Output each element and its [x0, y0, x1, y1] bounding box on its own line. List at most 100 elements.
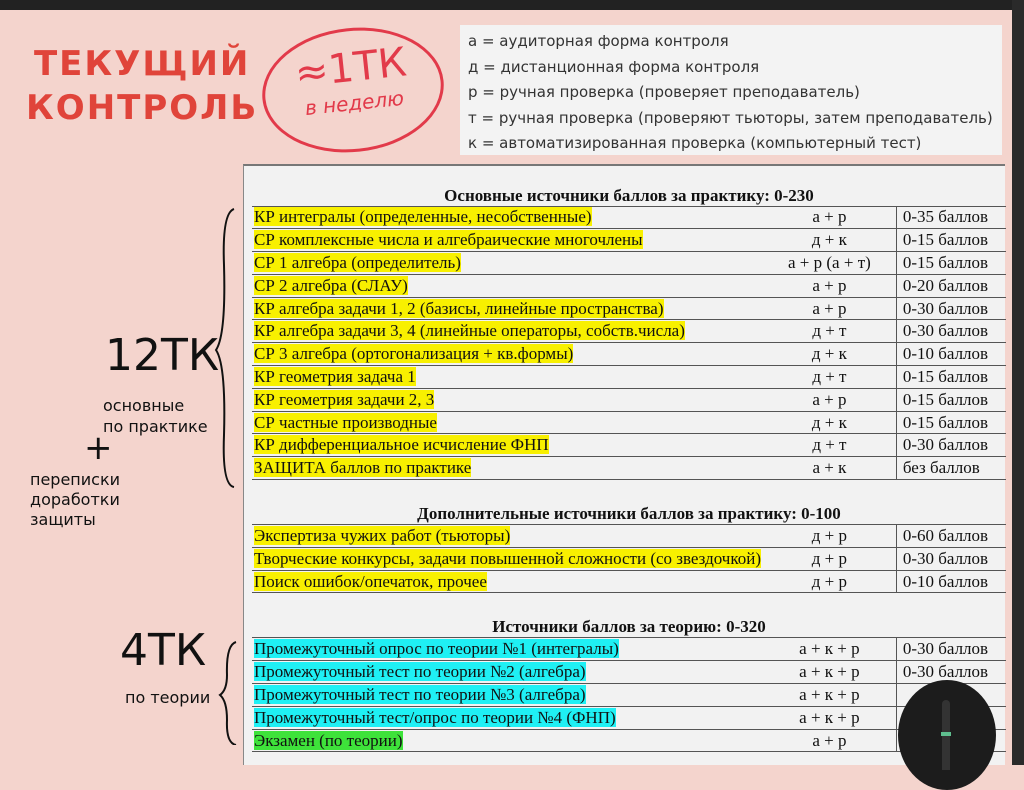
points-cell: 0-35 баллов: [895, 206, 1006, 230]
form-cell: а + к + р: [763, 706, 897, 730]
annotation-text: защиты: [30, 510, 96, 529]
table-row: Промежуточный тест по теории №3 (алгебра…: [252, 683, 1006, 707]
points-cell: 0-30 баллов: [895, 319, 1006, 344]
form-cell: д + т: [763, 365, 897, 389]
form-cell: а + к: [763, 456, 897, 481]
table-row: Творческие конкурсы, задачи повышенной с…: [252, 547, 1006, 571]
title-line-1: ТЕКУЩИЙ: [33, 44, 251, 84]
table-row: КР алгебра задачи 1, 2 (базисы, линейные…: [252, 297, 1006, 321]
table-row: КР интегралы (определенные, несобственны…: [252, 206, 1006, 230]
section-header-row: Дополнительные источники баллов за практ…: [252, 479, 1006, 526]
source-name: КР интегралы (определенные, несобственны…: [254, 207, 592, 227]
source-name: СР частные производные: [254, 412, 437, 432]
brace-icon: [214, 208, 237, 745]
points-cell: 0-30 баллов: [895, 433, 1006, 458]
source-cell: Поиск ошибок/опечаток, прочее: [252, 570, 763, 594]
table-row: СР частные производные д + к 0-15 баллов: [252, 411, 1006, 435]
annotation-theory-count: 4ТК: [120, 625, 207, 676]
annotation-text: основные: [103, 396, 185, 415]
points-cell: 0-10 баллов: [895, 342, 1006, 367]
section-header: Источники баллов за теорию: 0-320: [252, 592, 1006, 639]
table-row: Экспертиза чужих работ (тьюторы) д + р 0-6…: [252, 524, 1006, 548]
section-header-row: Источники баллов за теорию: 0-320: [252, 592, 1006, 639]
legend-item: к = автоматизированная проверка (компьют…: [468, 134, 922, 152]
form-cell: а + р: [763, 729, 897, 753]
points-cell: 0-30 баллов: [895, 637, 1006, 662]
pen-tool-button[interactable]: [898, 680, 996, 790]
form-cell: а + р: [763, 297, 897, 321]
points-cell: 0-30 баллов: [895, 547, 1006, 571]
points-cell: 0-60 баллов: [895, 524, 1006, 548]
source-name: Экспертиза чужих работ (тьюторы): [254, 525, 511, 545]
source-cell: КР геометрия задача 1: [252, 365, 763, 389]
form-cell: д + т: [763, 433, 897, 458]
form-cell: а + к + р: [763, 683, 897, 707]
right-edge: [1012, 0, 1024, 765]
source-cell: СР 2 алгебра (СЛАУ): [252, 274, 763, 298]
annotation-text: по практике: [103, 417, 208, 436]
source-cell: Промежуточный тест/опрос по теории №4 (Ф…: [252, 706, 763, 730]
source-cell: СР 1 алгебра (определитель): [252, 251, 763, 275]
source-cell: КР дифференциальное исчисление ФНП: [252, 433, 763, 458]
source-cell: КР алгебра задачи 1, 2 (базисы, линейные…: [252, 297, 763, 321]
source-name: Промежуточный тест/опрос по теории №4 (Ф…: [254, 707, 616, 727]
points-cell: 0-15 баллов: [895, 251, 1006, 275]
points-cell: 0-15 баллов: [895, 365, 1006, 389]
form-cell: д + к: [763, 411, 897, 435]
source-cell: КР алгебра задачи 3, 4 (линейные операто…: [252, 319, 763, 344]
source-name: Экзамен (по теории): [254, 730, 403, 750]
points-cell: 0-20 баллов: [895, 274, 1006, 298]
circled-note: ≈1ТК в неделю: [256, 18, 450, 162]
source-name: Творческие конкурсы, задачи повышенной с…: [254, 548, 761, 568]
legend-item: д = дистанционная форма контроля: [468, 57, 760, 76]
annotation-practice-count: 12ТК: [105, 330, 220, 381]
table-row: СР 3 алгебра (ортогонализация + кв.формы…: [252, 342, 1006, 367]
form-cell: а + р (а + т): [763, 251, 897, 275]
form-cell: а + к + р: [763, 660, 897, 685]
source-name: СР 1 алгебра (определитель): [254, 252, 461, 272]
pen-band: [941, 732, 951, 736]
points-cell: 0-15 баллов: [895, 411, 1006, 435]
points-table: Основные источники баллов за практику: 0…: [252, 180, 1006, 753]
slide-title: ТЕКУЩИЙ КОНТРОЛЬ: [26, 42, 258, 130]
table-row: Поиск ошибок/опечаток, прочее д + р 0-10 б…: [252, 570, 1006, 594]
form-cell: а + р: [763, 388, 897, 412]
table-row: КР геометрия задачи 2, 3 а + р 0-15 баллов: [252, 388, 1006, 412]
legend-box: а = аудиторная форма контроля д = дистан…: [460, 25, 1002, 155]
source-cell: ЗАЩИТА баллов по практике: [252, 456, 763, 481]
legend-item: т = ручная проверка (проверяют тьюторы, …: [468, 108, 993, 127]
title-line-2: КОНТРОЛЬ: [26, 88, 259, 128]
points-cell: 0-30 баллов: [895, 297, 1006, 321]
table-row: СР комплексные числа и алгебраические мн…: [252, 228, 1006, 253]
form-cell: д + р: [763, 547, 897, 571]
legend-item: р = ручная проверка (проверяет преподава…: [468, 83, 860, 101]
source-name: КР алгебра задачи 1, 2 (базисы, линейные…: [254, 298, 664, 318]
source-cell: КР геометрия задачи 2, 3: [252, 388, 763, 412]
source-name: КР дифференциальное исчисление ФНП: [254, 435, 549, 455]
source-cell: СР частные производные: [252, 411, 763, 435]
points-cell: без баллов: [895, 456, 1006, 481]
source-cell: Экспертиза чужих работ (тьюторы): [252, 524, 763, 548]
source-name: Промежуточный опрос по теории №1 (интегр…: [254, 639, 619, 659]
source-cell: Творческие конкурсы, задачи повышенной с…: [252, 547, 763, 571]
annotation-text: переписки: [30, 470, 121, 489]
table-row: Промежуточный тест по теории №2 (алгебра…: [252, 660, 1006, 685]
source-name: Поиск ошибок/опечаток, прочее: [254, 571, 487, 591]
points-table-sheet: Основные источники баллов за практику: 0…: [243, 164, 1006, 765]
source-cell: Промежуточный тест по теории №2 (алгебра…: [252, 660, 763, 685]
source-name: КР геометрия задачи 2, 3: [254, 389, 435, 409]
annotation-plus: +: [84, 428, 113, 468]
table-row: КР геометрия задача 1 д + т 0-15 баллов: [252, 365, 1006, 389]
points-cell: 0-15 баллов: [895, 388, 1006, 412]
source-name: КР геометрия задача 1: [254, 366, 416, 386]
table-row: СР 2 алгебра (СЛАУ) а + р 0-20 баллов: [252, 274, 1006, 298]
form-cell: д + р: [763, 524, 897, 548]
top-bar: [0, 0, 1024, 10]
annotation-text: по теории: [125, 688, 211, 707]
table-row: СР 1 алгебра (определитель) а + р (а + т)…: [252, 251, 1006, 275]
source-cell: Экзамен (по теории): [252, 729, 763, 753]
points-cell: 0-15 баллов: [895, 228, 1006, 253]
source-cell: СР комплексные числа и алгебраические мн…: [252, 228, 763, 253]
source-name: Промежуточный тест по теории №3 (алгебра…: [254, 684, 586, 704]
source-name: СР комплексные числа и алгебраические мн…: [254, 230, 643, 250]
